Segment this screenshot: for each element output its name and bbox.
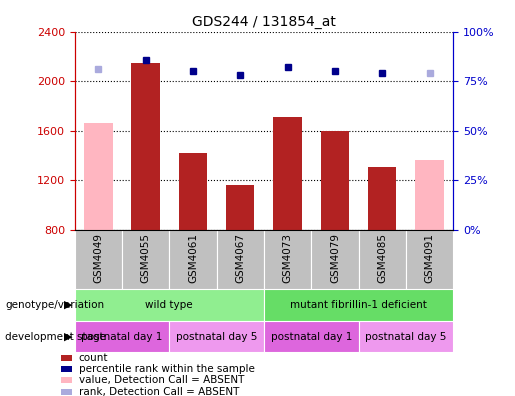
Bar	[217, 230, 264, 289]
Text: count: count	[79, 353, 108, 363]
Bar	[358, 230, 406, 289]
Text: ▶: ▶	[64, 300, 73, 310]
Bar	[169, 321, 264, 352]
Text: wild type: wild type	[146, 300, 193, 310]
Bar	[61, 377, 72, 383]
Text: GSM4085: GSM4085	[377, 232, 387, 283]
Text: percentile rank within the sample: percentile rank within the sample	[79, 364, 254, 374]
Bar	[179, 153, 207, 230]
Text: postnatal day 5: postnatal day 5	[176, 331, 258, 342]
Bar	[273, 117, 302, 230]
Bar	[406, 230, 453, 289]
Bar	[75, 289, 264, 321]
Bar	[169, 230, 217, 289]
Bar	[122, 230, 169, 289]
Text: GSM4079: GSM4079	[330, 232, 340, 283]
Bar	[368, 167, 397, 230]
Text: GSM4067: GSM4067	[235, 232, 245, 283]
Bar	[75, 230, 122, 289]
Text: postnatal day 1: postnatal day 1	[270, 331, 352, 342]
Text: mutant fibrillin-1 deficient: mutant fibrillin-1 deficient	[290, 300, 427, 310]
Bar	[61, 366, 72, 372]
Text: development stage: development stage	[5, 331, 106, 342]
Text: value, Detection Call = ABSENT: value, Detection Call = ABSENT	[79, 375, 244, 385]
Text: GSM4055: GSM4055	[141, 232, 151, 283]
Bar	[61, 355, 72, 361]
Text: rank, Detection Call = ABSENT: rank, Detection Call = ABSENT	[79, 386, 239, 396]
Bar	[321, 131, 349, 230]
Bar	[264, 321, 358, 352]
Text: GSM4073: GSM4073	[283, 232, 293, 283]
Bar	[415, 160, 444, 230]
Bar	[84, 123, 112, 230]
Bar	[61, 388, 72, 395]
Bar	[226, 185, 254, 230]
Text: genotype/variation: genotype/variation	[5, 300, 104, 310]
Text: postnatal day 1: postnatal day 1	[81, 331, 163, 342]
Text: ▶: ▶	[64, 331, 73, 342]
Bar	[358, 321, 453, 352]
Bar	[311, 230, 358, 289]
Text: GSM4061: GSM4061	[188, 232, 198, 283]
Bar	[75, 321, 169, 352]
Text: GSM4049: GSM4049	[93, 232, 104, 283]
Bar	[264, 230, 311, 289]
Text: GSM4091: GSM4091	[424, 232, 435, 283]
Bar	[131, 63, 160, 230]
Bar	[264, 289, 453, 321]
Text: postnatal day 5: postnatal day 5	[365, 331, 447, 342]
Title: GDS244 / 131854_at: GDS244 / 131854_at	[192, 15, 336, 29]
